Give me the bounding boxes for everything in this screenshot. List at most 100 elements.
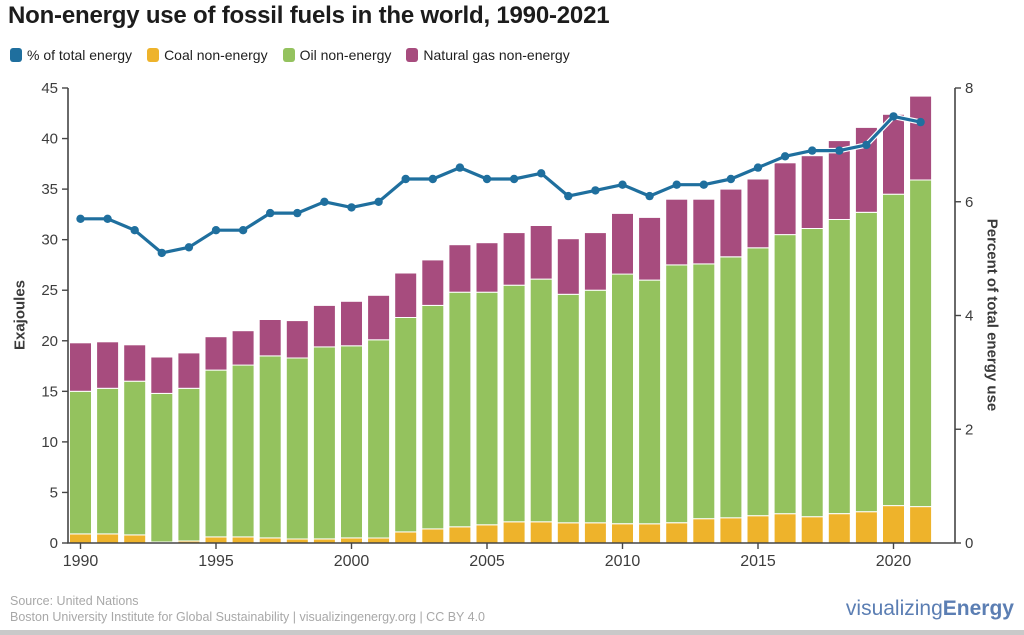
left-axis-title: Exajoules xyxy=(11,279,29,351)
percent-point-2014 xyxy=(726,174,736,184)
bar-2006-natural xyxy=(502,232,526,286)
bar-2017-coal xyxy=(800,516,824,544)
left-tick-label-25: 25 xyxy=(41,282,58,299)
bar-1997-natural xyxy=(258,319,282,357)
percent-point-2001 xyxy=(374,197,383,206)
percent-line xyxy=(78,114,923,255)
bar-2016-oil xyxy=(773,234,797,515)
bar-2013-coal xyxy=(692,518,716,544)
coal-swatch-icon xyxy=(147,48,160,62)
bar-1995-oil xyxy=(204,369,228,538)
bar-2007-natural xyxy=(529,225,553,280)
bar-2012-natural xyxy=(665,198,689,266)
bar-1999-oil xyxy=(312,346,336,540)
percent-point-1995 xyxy=(211,226,221,235)
percent-point-2015 xyxy=(753,163,763,172)
bar-1992-oil xyxy=(123,380,147,536)
percent-point-2009 xyxy=(591,186,600,195)
percent-point-2003 xyxy=(428,174,437,184)
bar-1996-oil xyxy=(231,364,255,538)
footer: Source: United Nations Boston University… xyxy=(10,593,485,625)
oil-swatch-icon xyxy=(282,48,295,62)
bar-1995-coal xyxy=(204,536,228,544)
bar-2015-coal xyxy=(746,515,770,544)
legend-item-coal: Coal non-energy xyxy=(147,47,268,63)
bar-1992-natural xyxy=(123,344,147,382)
bar-2018-oil xyxy=(827,218,851,515)
percent-point-2018 xyxy=(835,146,844,155)
bar-2014-natural xyxy=(719,188,743,258)
bar-2005-natural xyxy=(475,242,499,293)
legend-label-percent: % of total energy xyxy=(27,47,133,63)
bar-2010-natural xyxy=(611,212,634,275)
percent-point-2013 xyxy=(699,180,708,189)
bar-2003-oil xyxy=(421,304,445,530)
bar-2021-oil xyxy=(909,179,933,508)
bar-2014-oil xyxy=(719,256,743,519)
page-title: Non-energy use of fossil fuels in the wo… xyxy=(8,2,610,29)
bar-2012-oil xyxy=(665,264,689,524)
logo-bold-text: Energy xyxy=(942,597,1014,620)
percent-point-1997 xyxy=(266,208,275,218)
percent-point-2010 xyxy=(618,180,627,189)
bar-2019-coal xyxy=(854,511,878,544)
bar-2019-oil xyxy=(854,211,878,513)
bar-2007-coal xyxy=(529,521,553,544)
bar-1994-natural xyxy=(177,352,201,389)
legend-label-coal: Coal non-energy xyxy=(164,47,268,63)
legend-item-oil: Oil non-energy xyxy=(282,47,392,63)
percent-point-1993 xyxy=(157,248,166,258)
bar-1999-natural xyxy=(312,304,336,348)
percent-point-1991 xyxy=(103,214,112,223)
bar-2009-natural xyxy=(583,232,607,291)
legend-item-gas: Natural gas non-energy xyxy=(406,47,570,63)
right-tick-label-0: 0 xyxy=(965,535,973,552)
bar-1996-natural xyxy=(231,330,255,366)
bar-1995-natural xyxy=(204,336,228,371)
bar-2000-oil xyxy=(340,345,363,539)
bar-2010-coal xyxy=(611,523,634,544)
bar-2001-oil xyxy=(367,339,391,539)
bar-1994-oil xyxy=(177,387,201,542)
footer-attribution: Boston University Institute for Global S… xyxy=(10,610,486,624)
percent-point-2021 xyxy=(916,117,925,127)
percent-point-2006 xyxy=(509,174,519,184)
percent-point-2005 xyxy=(482,174,492,184)
bar-2004-coal xyxy=(448,526,472,544)
bar-2018-natural xyxy=(827,140,851,220)
bar-1990-coal xyxy=(69,533,92,544)
bar-2009-coal xyxy=(583,522,607,544)
bar-2008-oil xyxy=(556,293,580,524)
left-tick-label-15: 15 xyxy=(41,383,58,400)
percent-point-2017 xyxy=(808,146,817,155)
bar-2021-coal xyxy=(909,506,933,544)
bar-2000-natural xyxy=(340,300,363,347)
right-axis-title: Percent of total energy use xyxy=(983,218,1001,412)
bar-2020-coal xyxy=(882,505,905,544)
bar-2014-coal xyxy=(719,517,743,544)
percent-point-2004 xyxy=(455,163,465,172)
bar-2013-natural xyxy=(692,198,716,265)
percent-point-2002 xyxy=(401,174,410,184)
percent-point-2011 xyxy=(645,191,654,201)
left-tick-label-30: 30 xyxy=(41,232,58,249)
x-tick-label-1990: 1990 xyxy=(63,553,99,570)
x-tick-label-2005: 2005 xyxy=(469,553,505,570)
legend-label-gas: Natural gas non-energy xyxy=(423,47,570,63)
bar-1998-oil xyxy=(285,357,309,540)
x-tick-label-2015: 2015 xyxy=(740,553,776,570)
x-tick-label-2000: 2000 xyxy=(334,553,370,570)
gas-swatch-icon xyxy=(406,48,419,62)
bar-2011-oil xyxy=(638,279,662,525)
percent-point-2007 xyxy=(537,169,546,178)
right-tick-label-6: 6 xyxy=(965,194,973,211)
left-tick-label-45: 45 xyxy=(41,80,58,97)
left-tick-label-0: 0 xyxy=(50,535,58,552)
legend-label-oil: Oil non-energy xyxy=(299,47,392,63)
bar-1997-oil xyxy=(258,355,282,539)
bar-1993-oil xyxy=(150,392,174,543)
bar-2008-coal xyxy=(556,522,580,544)
bar-2003-coal xyxy=(421,528,445,544)
visualizing-energy-logo: visualizingEnergy xyxy=(846,597,1014,621)
bar-2009-oil xyxy=(583,289,607,524)
